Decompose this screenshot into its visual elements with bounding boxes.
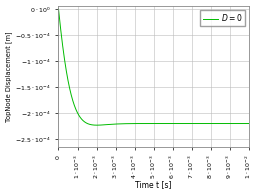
Legend: $D = 0$: $D = 0$ bbox=[200, 10, 245, 26]
X-axis label: Time t [s]: Time t [s] bbox=[135, 180, 172, 190]
Y-axis label: TopNode Displacement [m]: TopNode Displacement [m] bbox=[5, 31, 12, 122]
